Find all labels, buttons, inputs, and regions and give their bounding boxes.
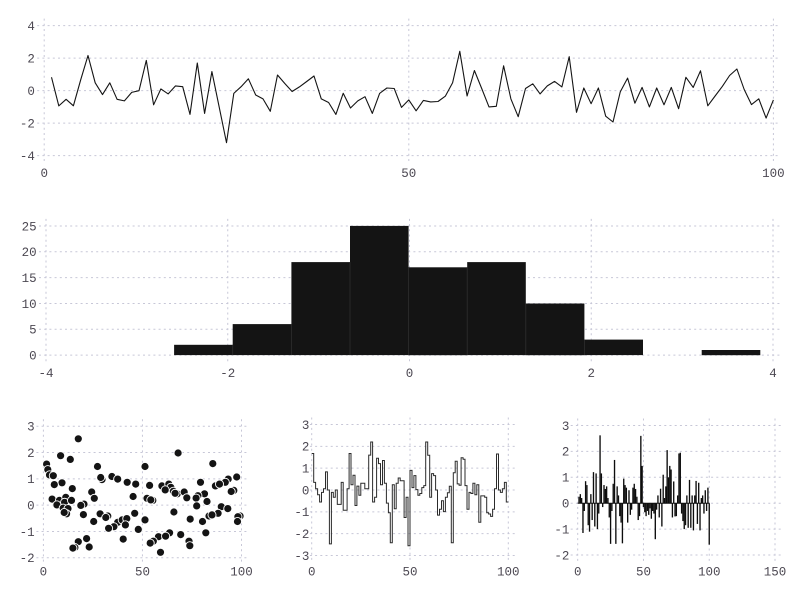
svg-text:2: 2	[27, 447, 35, 461]
svg-text:-2: -2	[20, 552, 35, 566]
svg-text:0: 0	[27, 499, 35, 513]
svg-text:2: 2	[27, 52, 35, 66]
svg-text:0: 0	[40, 566, 48, 580]
svg-text:50: 50	[135, 566, 150, 580]
svg-text:0: 0	[29, 349, 37, 363]
svg-text:100: 100	[497, 566, 520, 580]
svg-text:1: 1	[302, 462, 310, 476]
svg-text:0: 0	[308, 566, 316, 580]
svg-text:50: 50	[636, 566, 651, 580]
svg-text:5: 5	[29, 324, 37, 338]
svg-text:20: 20	[22, 246, 37, 260]
svg-text:100: 100	[762, 167, 785, 181]
svg-text:-2: -2	[220, 367, 235, 381]
svg-text:0: 0	[406, 367, 414, 381]
svg-text:2: 2	[562, 446, 570, 460]
svg-text:150: 150	[764, 566, 787, 580]
svg-text:0: 0	[40, 167, 48, 181]
svg-text:1: 1	[27, 473, 35, 487]
svg-text:3: 3	[302, 419, 310, 433]
svg-text:2: 2	[587, 367, 595, 381]
svg-text:3: 3	[27, 421, 35, 435]
svg-text:-2: -2	[294, 528, 309, 542]
svg-text:-4: -4	[20, 150, 35, 164]
svg-text:10: 10	[22, 298, 37, 312]
svg-text:-3: -3	[294, 550, 309, 564]
svg-text:4: 4	[27, 20, 35, 34]
svg-text:0: 0	[302, 484, 310, 498]
svg-text:100: 100	[230, 566, 253, 580]
svg-text:1: 1	[562, 472, 570, 486]
svg-text:0: 0	[574, 566, 582, 580]
svg-text:2: 2	[302, 441, 310, 455]
svg-text:3: 3	[562, 420, 570, 434]
svg-text:0: 0	[27, 85, 35, 99]
svg-text:25: 25	[22, 220, 37, 234]
svg-text:-2: -2	[554, 549, 569, 563]
svg-text:50: 50	[402, 566, 417, 580]
svg-text:-1: -1	[294, 506, 309, 520]
svg-text:-4: -4	[38, 367, 53, 381]
svg-text:-1: -1	[20, 526, 35, 540]
svg-text:15: 15	[22, 272, 37, 286]
svg-text:100: 100	[698, 566, 721, 580]
svg-text:-2: -2	[20, 117, 35, 131]
svg-text:0: 0	[562, 498, 570, 512]
svg-text:50: 50	[401, 167, 416, 181]
svg-text:4: 4	[769, 367, 777, 381]
svg-text:-1: -1	[554, 523, 569, 537]
